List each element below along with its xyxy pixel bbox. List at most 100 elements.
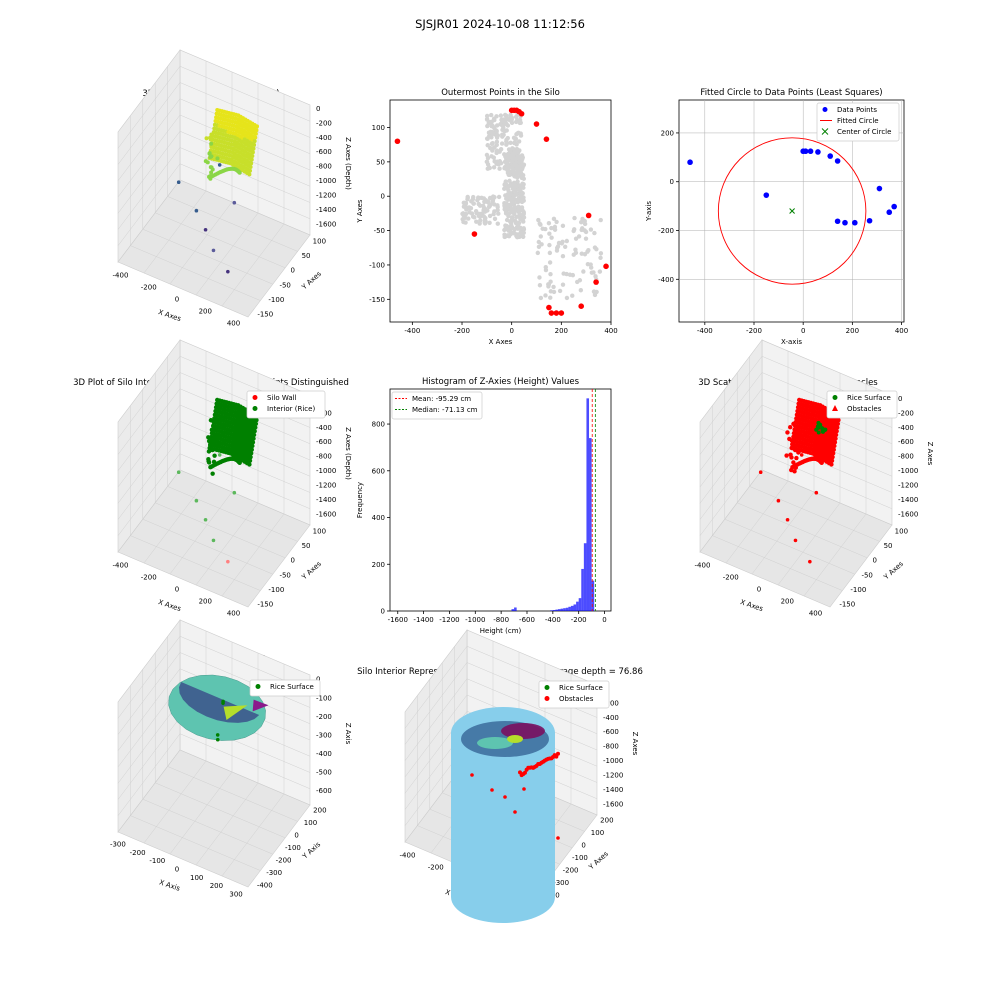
gray-point	[503, 154, 508, 159]
y-axis-label: Frequency	[356, 482, 364, 518]
y-tick-label: -150	[839, 601, 855, 609]
gray-point	[492, 209, 497, 214]
x-tick-label: 0	[175, 586, 179, 594]
grid-line	[699, 437, 763, 520]
data-point	[209, 441, 214, 446]
outer-point	[533, 121, 540, 127]
gray-point	[564, 271, 569, 277]
gray-point	[536, 217, 541, 223]
gray-point	[519, 205, 524, 211]
gray-point	[505, 205, 510, 211]
y-tick-label: 100	[313, 527, 326, 535]
data-point	[790, 439, 796, 444]
grid-line	[117, 131, 181, 214]
gray-point	[514, 214, 519, 220]
gray-point	[589, 265, 594, 270]
grid-line	[167, 486, 298, 542]
grid-line	[117, 636, 181, 719]
grid-line	[725, 480, 789, 564]
legend-label: Rice Surface	[270, 683, 314, 691]
x-tick-label: -200	[454, 327, 470, 335]
hist-bar	[591, 580, 595, 611]
grid-line	[749, 486, 880, 542]
grid-line	[195, 502, 259, 586]
grid-line	[803, 513, 867, 597]
grid-line	[167, 196, 298, 252]
data-point	[687, 159, 693, 166]
gray-point	[515, 179, 520, 184]
y-tick-label: -50	[279, 281, 290, 289]
gray-point	[521, 226, 526, 231]
x-axis-label: X Axes	[489, 338, 513, 346]
gray-point	[571, 228, 576, 234]
data-point	[212, 453, 217, 458]
legend-label: Rice Surface	[847, 394, 891, 402]
gray-point	[491, 165, 497, 170]
gray-point	[504, 141, 510, 146]
grid-line	[117, 147, 181, 230]
data-point	[237, 170, 242, 175]
grid-line	[143, 190, 207, 274]
grid-line	[117, 437, 181, 520]
y-tick-label: 400	[372, 514, 385, 522]
grid-line	[130, 245, 261, 301]
grid-line	[117, 356, 181, 439]
gray-point	[460, 211, 465, 216]
gray-point	[468, 206, 474, 211]
gray-point	[513, 156, 518, 162]
x-tick-label: 200	[199, 597, 212, 605]
gray-point	[549, 225, 554, 231]
x-tick-label: -1400	[413, 616, 433, 624]
z-axis-label: Z Axes	[631, 732, 639, 756]
gray-point	[487, 220, 492, 225]
data-point	[886, 209, 893, 216]
gray-point	[588, 227, 594, 232]
legend-box	[391, 391, 483, 420]
gray-point	[482, 221, 488, 226]
gray-point	[518, 131, 523, 136]
gray-point	[548, 295, 553, 300]
gray-point	[495, 221, 500, 226]
y-tick-label: 100	[591, 829, 604, 837]
gray-point	[487, 165, 492, 171]
gray-point	[554, 248, 560, 253]
gray-point	[562, 244, 568, 250]
data-point	[794, 455, 799, 461]
data-point	[213, 439, 218, 444]
gray-point	[476, 201, 481, 207]
gray-point	[505, 123, 511, 128]
data-point	[796, 429, 802, 434]
gray-point	[555, 244, 561, 249]
gray-point	[502, 181, 508, 187]
x-tick-label: 200	[846, 327, 859, 335]
data-point	[785, 430, 790, 435]
data-point	[852, 219, 858, 226]
gray-point	[551, 284, 556, 290]
data-point	[793, 447, 798, 453]
z-tick-label: -1200	[316, 482, 336, 490]
z-tick-label: -1600	[898, 510, 918, 518]
grid-line	[404, 646, 468, 729]
grid-line	[155, 212, 286, 269]
legend-marker	[252, 395, 258, 400]
grid-line	[751, 491, 815, 575]
data-point	[842, 219, 848, 226]
y-tick-label: 50	[376, 158, 385, 166]
gray-point	[551, 216, 557, 222]
grid-line	[117, 163, 181, 246]
obstacle-point	[554, 754, 559, 759]
gray-point	[592, 230, 597, 236]
gray-point	[515, 169, 520, 174]
gray-point	[487, 133, 492, 139]
gray-point	[485, 143, 490, 148]
gray-point	[598, 217, 603, 223]
z-tick-label: -600	[316, 787, 332, 795]
x-tick-label: 0	[757, 586, 761, 594]
grid-line	[117, 701, 181, 784]
gray-point	[494, 114, 499, 119]
hist-bar	[514, 607, 517, 611]
silo-wall	[451, 733, 555, 923]
z-tick-label: -800	[316, 453, 332, 461]
gray-point	[573, 236, 579, 241]
gray-point	[538, 295, 544, 301]
